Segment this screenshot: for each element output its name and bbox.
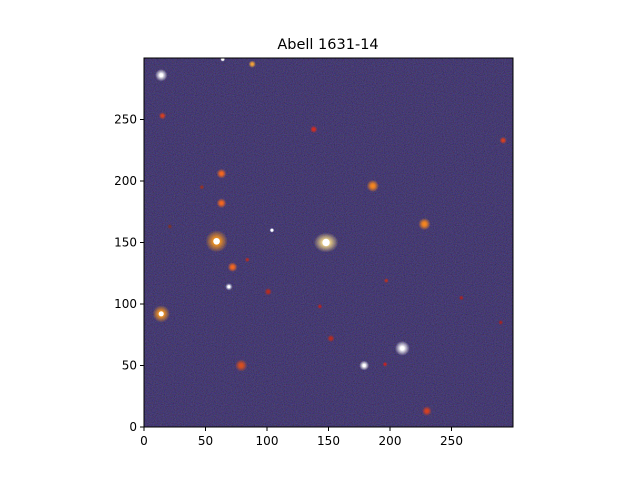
y-tick-label: 0: [129, 420, 137, 434]
galaxy-source: [458, 295, 464, 301]
x-tick-label: 150: [317, 434, 340, 448]
source-core: [322, 238, 330, 247]
y-tick-label: 50: [122, 359, 137, 373]
x-tick-label: 250: [440, 434, 463, 448]
sources-layer: [152, 58, 507, 416]
x-axis: 0 50 100 150 200 250: [140, 427, 463, 448]
y-axis: 0 50 100 150 200 250: [114, 113, 144, 434]
galaxy-source: [498, 319, 504, 325]
galaxy-source: [264, 288, 272, 296]
galaxy-source: [327, 334, 335, 343]
galaxy-source: [199, 184, 205, 190]
galaxy-source: [383, 278, 389, 284]
galaxy-source: [418, 217, 431, 231]
galaxy-source: [216, 198, 227, 209]
x-tick-label: 50: [198, 434, 213, 448]
y-tick-label: 100: [114, 297, 137, 311]
source-core: [270, 228, 274, 232]
source-core: [227, 285, 231, 289]
galaxy-source: [216, 168, 227, 179]
galaxy-source: [248, 60, 256, 68]
y-tick-label: 200: [114, 174, 137, 188]
galaxy-source: [244, 257, 250, 263]
x-tick-label: 0: [140, 434, 148, 448]
source-core: [400, 346, 405, 351]
galaxy-source: [235, 359, 248, 372]
x-tick-label: 100: [256, 434, 279, 448]
galaxy-source: [382, 361, 388, 367]
source-core: [213, 237, 220, 245]
figure-title: Abell 1631-14: [277, 37, 378, 53]
y-tick-label: 150: [114, 236, 137, 250]
x-tick-label: 200: [379, 434, 402, 448]
source-core: [221, 58, 225, 61]
galaxy-source: [310, 125, 318, 134]
galaxy-source: [421, 406, 432, 416]
galaxy-source: [499, 136, 507, 145]
galaxy-source: [317, 304, 323, 309]
source-core: [159, 73, 164, 78]
galaxy-source: [366, 179, 379, 193]
galaxy-source: [158, 112, 167, 120]
galaxy-source: [227, 262, 238, 273]
y-tick-label: 250: [114, 113, 137, 127]
image-panel: [144, 58, 513, 427]
galaxy-source: [167, 224, 173, 229]
source-core: [362, 364, 366, 367]
source-core: [158, 311, 164, 317]
